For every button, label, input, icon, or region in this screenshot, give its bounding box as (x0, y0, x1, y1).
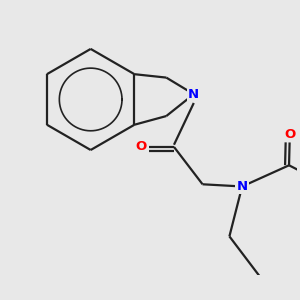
Text: O: O (284, 128, 296, 141)
Text: N: N (236, 180, 248, 193)
Text: O: O (135, 140, 147, 153)
Text: N: N (188, 88, 199, 101)
